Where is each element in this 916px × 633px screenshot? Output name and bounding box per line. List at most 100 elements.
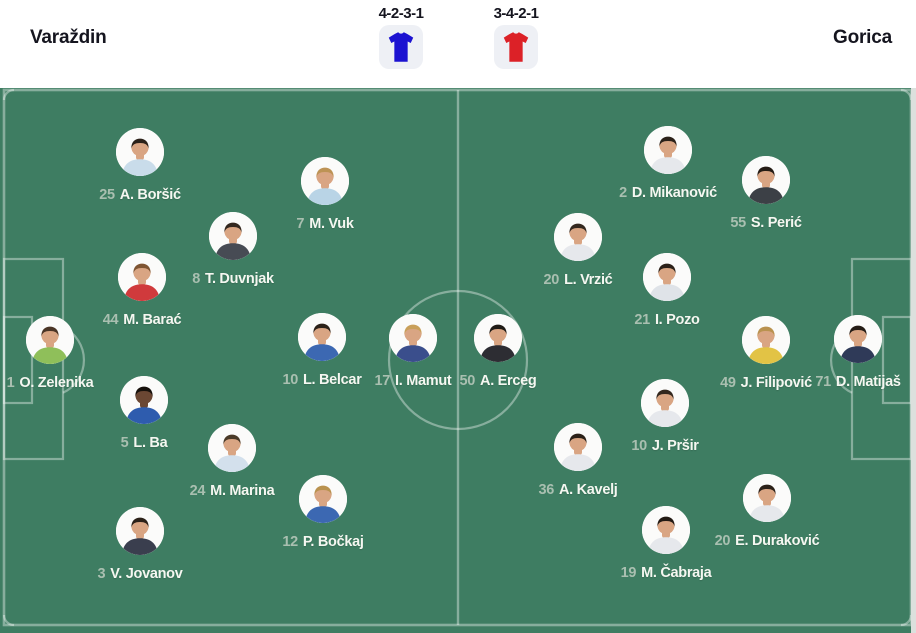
player-number: 55 — [730, 215, 746, 231]
player-name: O. Zelenika — [19, 375, 94, 391]
player-away[interactable]: 50 A. Erceg — [388, 314, 608, 389]
player-label: 12 P. Bočkaj — [282, 534, 364, 550]
player-name: L. Vrzić — [564, 272, 613, 288]
player-name: L. Belcar — [302, 372, 362, 388]
home-jersey-chip — [379, 25, 423, 69]
player-label: 10 L. Belcar — [282, 372, 361, 388]
player-home[interactable]: 8 T. Duvnjak — [123, 212, 343, 287]
player-label: 20 L. Vrzić — [544, 272, 613, 288]
player-away[interactable]: 20 E. Duraković — [657, 474, 877, 549]
player-avatar — [389, 314, 437, 362]
player-home[interactable]: 17 I. Mamut — [303, 314, 523, 389]
player-home[interactable]: 12 P. Bočkaj — [213, 475, 433, 550]
player-avatar — [554, 423, 602, 471]
player-name: E. Duraković — [735, 533, 820, 549]
player-label: 49 J. Filipović — [720, 375, 812, 391]
player-avatar — [642, 506, 690, 554]
player-avatar — [643, 253, 691, 301]
right-edge-strip — [911, 88, 916, 633]
player-label: 19 M. Čabraja — [621, 565, 712, 581]
player-away[interactable]: 21 I. Pozo — [557, 253, 777, 328]
player-avatar — [208, 424, 256, 472]
player-label: 10 J. Pršir — [631, 438, 699, 454]
player-number: 25 — [99, 187, 115, 203]
home-formation-block: 4-2-3-1 — [373, 5, 429, 69]
player-home[interactable]: 25 A. Boršić — [30, 128, 250, 203]
player-away[interactable]: 20 L. Vrzić — [468, 213, 688, 288]
home-formation-label: 4-2-3-1 — [378, 5, 424, 22]
player-avatar — [742, 156, 790, 204]
player-number: 7 — [296, 216, 305, 232]
away-formation-block: 3-4-2-1 — [488, 5, 544, 69]
player-number: 2 — [619, 185, 627, 201]
player-name: I. Mamut — [395, 373, 452, 389]
player-number: 49 — [720, 375, 736, 391]
player-name: P. Bočkaj — [302, 534, 364, 550]
player-avatar — [641, 379, 689, 427]
player-label: 3 V. Jovanov — [98, 566, 183, 582]
away-formation-label: 3-4-2-1 — [493, 5, 539, 22]
player-number: 36 — [538, 482, 554, 498]
player-name: J. Filipović — [740, 375, 813, 391]
player-avatar — [299, 475, 347, 523]
player-label: 20 E. Duraković — [715, 533, 820, 549]
home-jersey-icon — [388, 32, 414, 62]
player-label: 55 S. Perić — [730, 215, 802, 231]
player-number: 44 — [102, 312, 119, 328]
player-home[interactable]: 44 M. Barać — [32, 253, 252, 328]
player-label: 36 A. Kavelj — [538, 482, 617, 498]
player-away[interactable]: 71 D. Matijaš — [748, 315, 916, 390]
player-avatar — [298, 313, 346, 361]
player-label: 50 A. Erceg — [460, 373, 537, 389]
player-label: 7 M. Vuk — [296, 216, 353, 232]
player-home[interactable]: 3 V. Jovanov — [30, 507, 250, 582]
player-home[interactable]: 24 M. Marina — [122, 424, 342, 499]
away-team-name: Gorica — [833, 27, 892, 48]
home-team-name: Varaždin — [30, 27, 107, 48]
player-name: A. Erceg — [480, 373, 537, 389]
football-pitch: 1 O. Zelenika 25 A. Boršić 44 M. Barać 5 L. Ba 3… — [0, 88, 916, 633]
player-label: 21 I. Pozo — [634, 312, 699, 328]
player-number: 1 — [6, 375, 15, 391]
player-name: D. Matijaš — [835, 374, 901, 390]
player-away[interactable]: 49 J. Filipović — [656, 316, 876, 391]
player-away[interactable]: 2 D. Mikanović — [558, 126, 778, 201]
player-name: M. Vuk — [309, 216, 354, 232]
player-number: 12 — [282, 534, 298, 550]
away-jersey-icon — [503, 32, 529, 62]
player-away[interactable]: 19 M. Čabraja — [556, 506, 776, 581]
player-home[interactable]: 10 L. Belcar — [212, 313, 432, 388]
player-away[interactable]: 36 A. Kavelj — [468, 423, 688, 498]
player-name: L. Ba — [133, 435, 168, 451]
player-label: 44 M. Barać — [103, 312, 182, 328]
player-label: 17 I. Mamut — [375, 373, 452, 389]
player-number: 10 — [282, 372, 298, 388]
player-avatar — [26, 316, 74, 364]
away-jersey-chip — [494, 25, 538, 69]
player-name: A. Boršić — [119, 187, 181, 203]
player-number: 71 — [815, 374, 831, 390]
player-number: 17 — [374, 373, 391, 389]
player-avatar — [301, 157, 349, 205]
player-home[interactable]: 5 L. Ba — [34, 376, 254, 451]
player-number: 20 — [714, 533, 731, 549]
player-away[interactable]: 55 S. Perić — [656, 156, 876, 231]
player-label: 2 D. Mikanović — [619, 185, 717, 201]
player-avatar — [743, 474, 791, 522]
player-avatar — [118, 253, 166, 301]
player-avatar — [116, 507, 164, 555]
player-label: 1 O. Zelenika — [7, 375, 94, 391]
player-label: 71 D. Matijaš — [815, 374, 901, 390]
player-name: M. Marina — [210, 483, 275, 499]
player-label: 24 M. Marina — [190, 483, 275, 499]
player-label: 25 A. Boršić — [99, 187, 181, 203]
player-avatar — [209, 212, 257, 260]
player-avatar — [554, 213, 602, 261]
player-away[interactable]: 10 J. Pršir — [555, 379, 775, 454]
player-number: 10 — [631, 438, 647, 454]
player-home[interactable]: 7 M. Vuk — [215, 157, 435, 232]
player-name: M. Barać — [123, 312, 182, 328]
player-number: 21 — [634, 312, 650, 328]
player-avatar — [742, 316, 790, 364]
player-home[interactable]: 1 O. Zelenika — [0, 316, 160, 391]
